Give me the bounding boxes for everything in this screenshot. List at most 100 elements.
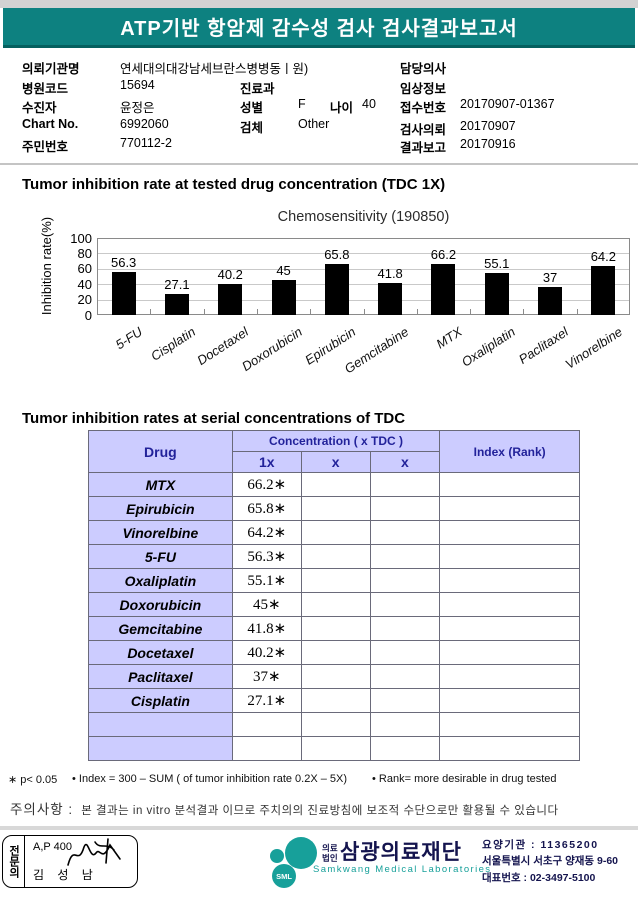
footnotes: ∗ p< 0.05 • Index = 300 – SUM ( of tumor… bbox=[0, 773, 638, 789]
x-axis-tick bbox=[363, 309, 365, 315]
index-rank-cell bbox=[439, 496, 580, 521]
divider bbox=[0, 163, 638, 165]
report-date-value: 20170916 bbox=[460, 137, 516, 151]
divider bbox=[0, 826, 638, 830]
chart-bar bbox=[591, 265, 616, 315]
col-header-concentration: Concentration ( x TDC ) bbox=[231, 430, 441, 452]
index-rank-cell bbox=[439, 592, 580, 617]
footnote-index: • Index = 300 – SUM ( of tumor inhibitio… bbox=[72, 773, 348, 785]
chemosensitivity-chart: Chemosensitivity (190850) Inhibition rat… bbox=[0, 203, 638, 399]
corp-license-no: 요양기관 : 11365200 bbox=[482, 839, 599, 851]
age-label: 나이 bbox=[330, 101, 354, 115]
bar-value-label: 64.2 bbox=[590, 248, 616, 264]
value-x3-cell bbox=[369, 496, 441, 521]
value-x2-cell bbox=[300, 688, 371, 713]
sml-logo-icon: SML bbox=[270, 837, 317, 888]
corp-phone: 대표번호 : 02-3497-5100 bbox=[482, 871, 596, 884]
receipt-no-label: 접수번호 bbox=[400, 101, 447, 115]
x-axis-tick bbox=[150, 309, 152, 315]
chart-bar bbox=[111, 271, 136, 315]
chart-bar bbox=[538, 286, 563, 315]
index-rank-cell bbox=[439, 520, 580, 545]
request-date-value: 20170907 bbox=[460, 119, 516, 133]
section2-title: Tumor inhibition rates at serial concent… bbox=[22, 410, 406, 427]
x-axis-tick bbox=[470, 309, 472, 315]
drug-name-cell: Doxorubicin bbox=[88, 592, 233, 617]
value-1x-cell: 41.8∗ bbox=[231, 616, 302, 641]
results-table: Drug Concentration ( x TDC ) Index (Rank… bbox=[88, 430, 580, 761]
value-x2-cell bbox=[300, 664, 371, 689]
bar-value-label: 65.8 bbox=[324, 247, 350, 263]
report-date-label: 결과보고 bbox=[400, 141, 447, 155]
chart-bar bbox=[484, 272, 509, 315]
corp-address: 서울특별시 서초구 양재동 9-60 bbox=[482, 855, 619, 868]
section1-title: Tumor inhibition rate at tested drug con… bbox=[22, 176, 446, 193]
chart-bar bbox=[218, 284, 243, 315]
specimen-value: Other bbox=[298, 117, 330, 131]
specialist-sign-box: 전문의 A,P 400 김 성 남 bbox=[2, 835, 138, 888]
age-value: 40 bbox=[362, 97, 376, 111]
table-row: Paclitaxel 37∗ bbox=[88, 664, 580, 689]
table-row: MTX 66.2∗ bbox=[88, 472, 580, 497]
x-axis-tick bbox=[576, 309, 578, 315]
x-axis-category-label: Vinorelbine bbox=[562, 324, 625, 372]
value-x3-cell bbox=[369, 520, 441, 545]
drug-name-cell: Docetaxel bbox=[88, 640, 233, 665]
dept-label: 진료과 bbox=[240, 82, 275, 96]
bar-value-label: 37 bbox=[542, 269, 558, 285]
bar-value-label: 41.8 bbox=[377, 265, 403, 281]
y-axis-tick-label: 0 bbox=[84, 307, 92, 323]
chart-bar bbox=[271, 280, 296, 315]
report-title: ATP기반 항암제 감수성 검사 검사결과보고서 bbox=[120, 18, 518, 40]
y-axis-tick-label: 60 bbox=[77, 261, 92, 277]
value-1x-cell: 37∗ bbox=[231, 664, 302, 689]
value-x2-cell bbox=[300, 592, 371, 617]
index-rank-cell bbox=[439, 568, 580, 593]
table-row: 5-FU 56.3∗ bbox=[88, 544, 580, 569]
x-axis-category-label: MTX bbox=[433, 324, 465, 352]
drug-name-cell: Paclitaxel bbox=[88, 664, 233, 689]
value-x2-cell bbox=[300, 640, 371, 665]
drug-name-cell: Oxaliplatin bbox=[88, 568, 233, 593]
org-value: 연세대의대강남세브란스병병동ㅣ원) bbox=[120, 62, 309, 76]
x-axis-tick bbox=[523, 309, 525, 315]
value-x3-cell bbox=[369, 472, 441, 497]
drug-name-cell: Vinorelbine bbox=[88, 520, 233, 545]
chart-bar bbox=[431, 264, 456, 315]
col-header-x2: x bbox=[300, 451, 371, 473]
value-x3-cell bbox=[369, 568, 441, 593]
y-axis-tick-label: 100 bbox=[70, 230, 92, 246]
corp-contact-info: 요양기관 : 11365200 서울특별시 서초구 양재동 9-60 대표번호 … bbox=[482, 837, 618, 886]
table-row: Gemcitabine 41.8∗ bbox=[88, 616, 580, 641]
index-rank-cell bbox=[439, 712, 580, 737]
value-x2-cell bbox=[300, 544, 371, 569]
value-x2-cell bbox=[300, 712, 371, 737]
chart-title: Chemosensitivity (190850) bbox=[277, 209, 450, 225]
patient-name: 윤정은 bbox=[120, 101, 155, 115]
request-date-label: 검사의뢰 bbox=[400, 123, 447, 137]
y-axis-tick-label: 40 bbox=[77, 276, 92, 292]
value-1x-cell: 66.2∗ bbox=[231, 472, 302, 497]
top-strip bbox=[0, 0, 638, 8]
sign-code: A,P 400 bbox=[33, 841, 72, 853]
value-1x-cell bbox=[231, 712, 302, 737]
value-1x-cell: 45∗ bbox=[231, 592, 302, 617]
table-row: Oxaliplatin 55.1∗ bbox=[88, 568, 580, 593]
gridline bbox=[98, 284, 629, 286]
bar-value-label: 66.2 bbox=[430, 247, 457, 263]
specimen-label: 검체 bbox=[240, 121, 264, 135]
gridline bbox=[98, 299, 629, 301]
bar-value-label: 45 bbox=[276, 263, 291, 279]
value-1x-cell bbox=[231, 736, 302, 761]
chart-bar bbox=[324, 264, 349, 315]
corp-name-english: Samkwang Medical Laboratories bbox=[313, 864, 492, 875]
col-header-index: Index (Rank) bbox=[439, 430, 580, 473]
value-1x-cell: 40.2∗ bbox=[231, 640, 302, 665]
value-x2-cell bbox=[300, 496, 371, 521]
value-x2-cell bbox=[300, 736, 371, 761]
bar-value-label: 55.1 bbox=[484, 255, 510, 271]
value-x3-cell bbox=[369, 544, 441, 569]
value-x3-cell bbox=[369, 736, 441, 761]
hospital-code-value: 15694 bbox=[120, 78, 155, 92]
